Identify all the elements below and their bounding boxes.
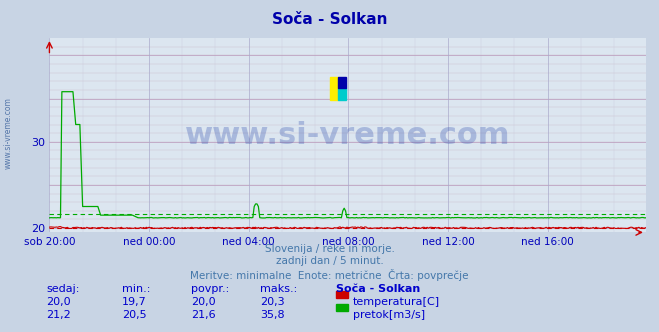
Text: 21,2: 21,2 bbox=[46, 310, 71, 320]
Text: www.si-vreme.com: www.si-vreme.com bbox=[3, 97, 13, 169]
Text: zadnji dan / 5 minut.: zadnji dan / 5 minut. bbox=[275, 256, 384, 266]
Text: povpr.:: povpr.: bbox=[191, 284, 229, 294]
Text: Slovenija / reke in morje.: Slovenija / reke in morje. bbox=[264, 244, 395, 254]
Text: Soča - Solkan: Soča - Solkan bbox=[336, 284, 420, 294]
Text: 20,5: 20,5 bbox=[122, 310, 146, 320]
Text: www.si-vreme.com: www.si-vreme.com bbox=[185, 121, 510, 150]
Text: sedaj:: sedaj: bbox=[46, 284, 80, 294]
Text: Soča - Solkan: Soča - Solkan bbox=[272, 12, 387, 27]
Text: min.:: min.: bbox=[122, 284, 150, 294]
Text: 35,8: 35,8 bbox=[260, 310, 285, 320]
Text: temperatura[C]: temperatura[C] bbox=[353, 297, 440, 307]
Text: pretok[m3/s]: pretok[m3/s] bbox=[353, 310, 425, 320]
Text: 19,7: 19,7 bbox=[122, 297, 147, 307]
Text: maks.:: maks.: bbox=[260, 284, 298, 294]
Text: 20,3: 20,3 bbox=[260, 297, 285, 307]
Text: 20,0: 20,0 bbox=[46, 297, 71, 307]
Text: 21,6: 21,6 bbox=[191, 310, 215, 320]
Text: Meritve: minimalne  Enote: metrične  Črta: povprečje: Meritve: minimalne Enote: metrične Črta:… bbox=[190, 269, 469, 281]
Text: 20,0: 20,0 bbox=[191, 297, 215, 307]
